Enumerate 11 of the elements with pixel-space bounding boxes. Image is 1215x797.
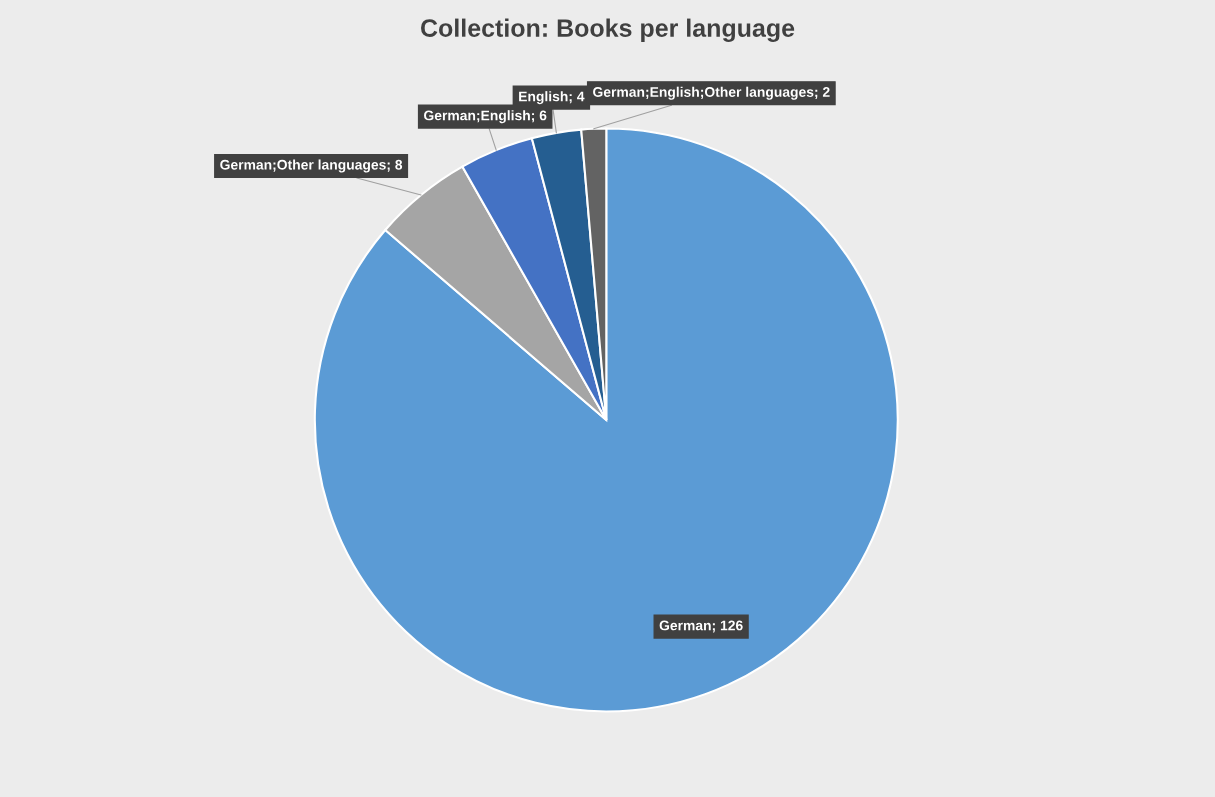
slice-label: German;English;Other languages — [593, 86, 814, 100]
slice-label: German;Other languages — [220, 159, 386, 173]
data-label: ; 8 — [387, 159, 403, 172]
slice-label: English — [519, 91, 568, 105]
slice-label: German;English — [424, 110, 530, 124]
data-label: ; 2 — [815, 87, 830, 99]
data-label: ; 4 — [569, 91, 585, 104]
data-label: ; 6 — [532, 110, 547, 123]
chart-title: Collection: Books per language — [421, 18, 795, 42]
slice-label: German — [659, 620, 711, 631]
data-label: ; 126 — [712, 620, 743, 633]
